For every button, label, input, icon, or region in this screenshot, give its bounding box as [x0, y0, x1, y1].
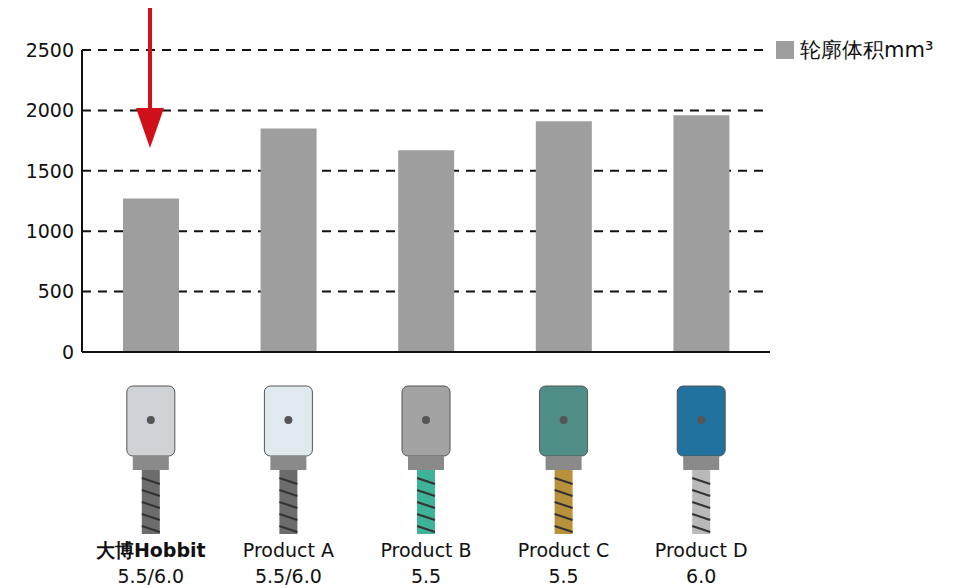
svg-text:500: 500 [38, 280, 74, 302]
svg-text:0: 0 [62, 341, 74, 363]
svg-text:5.5: 5.5 [411, 565, 441, 587]
svg-text:Product B: Product B [380, 539, 471, 561]
svg-text:Product D: Product D [655, 539, 748, 561]
svg-text:5.5/6.0: 5.5/6.0 [117, 565, 184, 587]
svg-text:大博Hobbit: 大博Hobbit [96, 539, 206, 561]
svg-text:5.5: 5.5 [548, 565, 578, 587]
svg-text:1000: 1000 [26, 220, 74, 242]
html-text:轮廓体积mm³: 轮廓体积mm³ [800, 38, 934, 62]
svg-text:Product C: Product C [518, 539, 609, 561]
svg-text:2500: 2500 [26, 39, 74, 61]
svg-text:6.0: 6.0 [686, 565, 716, 587]
svg-text:Product A: Product A [243, 539, 334, 561]
svg-text:2000: 2000 [26, 99, 74, 121]
svg-text:5.5/6.0: 5.5/6.0 [255, 565, 322, 587]
svg-text:1500: 1500 [26, 160, 74, 182]
